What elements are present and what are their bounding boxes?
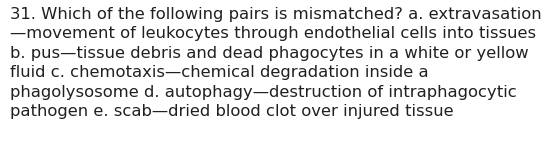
Text: 31. Which of the following pairs is mismatched? a. extravasation
—movement of le: 31. Which of the following pairs is mism…	[10, 7, 542, 119]
